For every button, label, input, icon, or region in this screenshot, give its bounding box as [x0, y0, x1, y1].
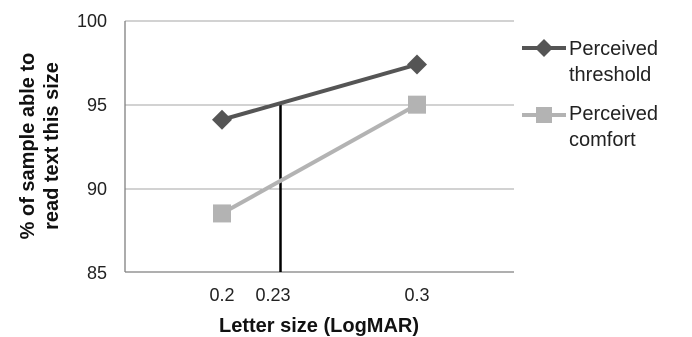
- y-tick-label: 85: [87, 263, 107, 283]
- data-point-square: [213, 204, 231, 223]
- series-line-0: [221, 62, 418, 122]
- legend-comfort-marker: [536, 107, 552, 123]
- legend-threshold-marker: [535, 39, 553, 57]
- legend-threshold-label-line-1: Perceived: [569, 38, 658, 60]
- gridlines: [124, 20, 514, 273]
- x-tick-label: 0.2: [209, 285, 234, 305]
- plot-marks: [212, 54, 427, 272]
- series-line-1: [221, 102, 418, 216]
- legend-threshold-label-line-2: threshold: [569, 64, 651, 86]
- data-point-square: [408, 95, 426, 114]
- x-tick-labels: 0.2 0.23 0.3: [209, 285, 429, 305]
- x-tick-label: 0.23: [255, 285, 290, 305]
- y-tick-label: 90: [87, 179, 107, 199]
- legend-comfort-label-line-1: Perceived: [569, 103, 658, 125]
- y-tick-label: 95: [87, 95, 107, 115]
- x-tick-label: 0.3: [404, 285, 429, 305]
- data-point-diamond: [407, 54, 427, 75]
- y-axis-title-line-2: read text this size: [41, 62, 63, 230]
- legend: Perceived threshold Perceived comfort: [522, 38, 658, 151]
- x-axis-title: Letter size (LogMAR): [219, 315, 419, 337]
- y-axis-title-line-1: % of sample able to: [17, 53, 39, 240]
- legend-comfort-label-line-2: comfort: [569, 129, 636, 151]
- y-axis-title: % of sample able to read text this size: [17, 53, 63, 240]
- legend-item-comfort: Perceived comfort: [522, 103, 658, 151]
- y-tick-label: 100: [77, 11, 107, 31]
- data-point-diamond: [212, 109, 232, 130]
- y-tick-labels: 100 95 90 85: [77, 11, 107, 283]
- legend-item-threshold: Perceived threshold: [522, 38, 658, 86]
